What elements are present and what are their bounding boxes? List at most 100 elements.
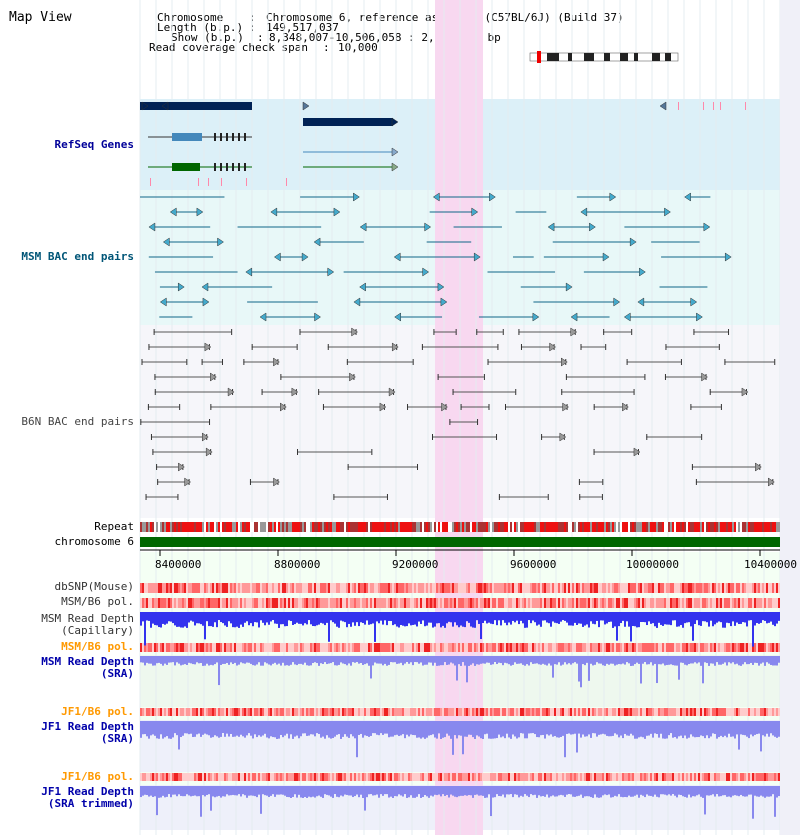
dbsnp-strip xyxy=(634,583,636,593)
polymorphism-strip xyxy=(424,598,426,608)
polymorphism-strip xyxy=(718,708,720,716)
polymorphism-strip xyxy=(598,708,600,716)
polymorphism-strip xyxy=(774,773,776,781)
repeat-segment xyxy=(190,522,192,532)
polymorphism-strip xyxy=(464,598,466,608)
polymorphism-strip xyxy=(464,708,466,716)
depth-bar xyxy=(140,656,142,663)
polymorphism-strip xyxy=(474,773,476,781)
polymorphism-strip xyxy=(412,708,414,716)
repeat-segment xyxy=(612,522,614,532)
polymorphism-strip xyxy=(728,773,730,781)
depth-bar xyxy=(612,721,614,736)
depth-bar xyxy=(576,786,578,797)
jf1-depth-sra-label: JF1 Read Depth xyxy=(41,720,134,733)
depth-bar xyxy=(720,612,722,623)
depth-bar xyxy=(602,656,604,666)
dbsnp-strip xyxy=(144,583,146,593)
depth-bar xyxy=(428,656,430,663)
polymorphism-strip xyxy=(680,708,682,716)
repeat-segment xyxy=(446,522,448,532)
polymorphism-strip xyxy=(692,598,694,608)
depth-bar xyxy=(298,656,300,664)
polymorphism-strip xyxy=(732,773,734,781)
depth-bar xyxy=(296,721,298,736)
feature-arrow xyxy=(202,297,210,307)
repeat-segment xyxy=(314,522,316,532)
feature-arrow xyxy=(196,207,204,217)
polymorphism-strip xyxy=(668,708,670,716)
polymorphism-strip xyxy=(410,773,412,781)
polymorphism-strip xyxy=(348,643,350,652)
polymorphism-strip xyxy=(252,643,254,652)
depth-bar xyxy=(580,786,582,795)
depth-bar xyxy=(356,721,358,758)
repeat-segment xyxy=(266,522,268,532)
repeat-segment xyxy=(626,522,628,532)
dbsnp-strip xyxy=(188,583,190,593)
polymorphism-strip xyxy=(532,643,534,652)
depth-bar xyxy=(410,786,412,796)
polymorphism-strip xyxy=(704,773,706,781)
polymorphism-strip xyxy=(672,643,674,652)
dbsnp-strip xyxy=(192,583,194,593)
polymorphism-strip xyxy=(620,773,622,781)
polymorphism-strip xyxy=(352,598,354,608)
polymorphism-strip xyxy=(376,598,378,608)
depth-bar xyxy=(602,721,604,734)
polymorphism-strip xyxy=(632,708,634,716)
polymorphism-strip xyxy=(688,598,690,608)
depth-bar xyxy=(512,612,514,621)
polymorphism-strip xyxy=(338,598,340,608)
bac-end xyxy=(145,494,147,500)
depth-bar xyxy=(586,656,588,663)
polymorphism-strip xyxy=(674,598,676,608)
polymorphism-strip xyxy=(704,643,706,652)
polymorphism-strip xyxy=(770,773,772,781)
polymorphism-strip xyxy=(450,708,452,716)
depth-bar xyxy=(380,612,382,621)
repeat-segment xyxy=(476,522,478,532)
depth-bar xyxy=(326,721,328,736)
repeat-segment xyxy=(270,522,272,532)
depth-bar xyxy=(550,786,552,797)
polymorphism-strip xyxy=(354,643,356,652)
depth-bar xyxy=(508,721,510,738)
polymorphism-strip xyxy=(442,598,444,608)
dbsnp-strip xyxy=(628,583,630,593)
depth-bar xyxy=(226,721,228,734)
polymorphism-strip xyxy=(240,773,242,781)
depth-bar xyxy=(524,721,526,739)
depth-bar xyxy=(540,721,542,736)
depth-bar xyxy=(488,721,490,739)
polymorphism-strip xyxy=(582,598,584,608)
repeat-segment xyxy=(700,522,702,532)
repeat-segment xyxy=(504,522,506,532)
polymorphism-strip xyxy=(334,773,336,781)
polymorphism-strip xyxy=(144,773,146,781)
polymorphism-strip xyxy=(488,643,490,652)
polymorphism-strip xyxy=(606,773,608,781)
depth-bar xyxy=(562,612,564,621)
repeat-segment xyxy=(154,522,156,532)
polymorphism-strip xyxy=(588,708,590,716)
polymorphism-strip xyxy=(562,598,564,608)
repeat-segment xyxy=(188,522,190,532)
polymorphism-strip xyxy=(140,708,142,716)
polymorphism-strip xyxy=(676,773,678,781)
polymorphism-strip xyxy=(504,708,506,716)
depth-bar xyxy=(494,721,496,739)
bac-end xyxy=(249,479,251,485)
depth-bar xyxy=(672,612,674,621)
repeat-segment xyxy=(232,522,234,532)
depth-bar xyxy=(642,656,644,664)
depth-bar xyxy=(524,656,526,666)
polymorphism-strip xyxy=(446,598,448,608)
depth-bar xyxy=(296,656,298,666)
repeat-segment xyxy=(358,522,360,532)
polymorphism-strip xyxy=(360,773,362,781)
depth-bar xyxy=(352,721,354,737)
polymorphism-strip xyxy=(456,708,458,716)
polymorphism-strip xyxy=(316,773,318,781)
